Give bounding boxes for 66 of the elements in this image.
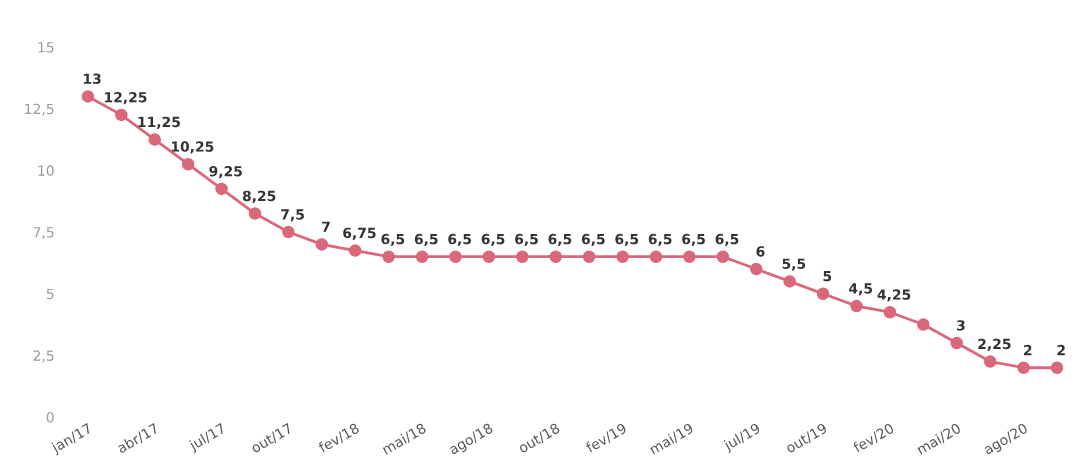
data-label: 6,5 [481,233,505,247]
y-tick-label: 10 [38,165,54,176]
point [81,90,95,103]
point [850,299,863,313]
data-label: 6,5 [515,233,538,247]
data-label: 6,75 [343,227,376,240]
data-label: 6 [756,246,765,257]
y-tick-label: 15 [38,42,54,53]
point [783,275,796,288]
y-tick-label: 7,5 [33,227,54,239]
point [1050,361,1064,374]
data-label: 10,25 [171,141,214,154]
point [816,287,830,300]
point [616,250,629,263]
data-label: 13 [83,73,101,84]
data-label: 11,25 [138,116,180,129]
point [582,250,596,263]
point [315,238,329,251]
point [349,244,362,257]
y-tick-label: 2,5 [33,350,54,363]
data-label: 6,5 [381,233,405,247]
point [683,250,696,263]
data-label: 12,25 [105,91,147,105]
data-label: 4,5 [849,283,873,296]
point [181,157,195,171]
data-label: 9,25 [209,165,242,179]
data-label: 8,25 [242,190,276,203]
point [148,133,162,146]
point [482,250,496,263]
point [248,207,262,220]
point [516,250,529,263]
data-label: 6,5 [682,233,705,247]
point [1017,361,1030,374]
data-label: 6,5 [448,233,471,247]
data-label: 2 [1024,344,1032,356]
point [282,225,295,239]
data-label: 3 [957,320,965,331]
point [750,262,763,276]
point [716,250,730,263]
point [950,336,964,350]
y-tick-label: 5 [46,288,54,300]
data-label: 5 [823,271,832,282]
point [983,355,997,368]
data-label: 5,5 [782,258,806,271]
data-label: 6,5 [581,233,605,247]
point [549,250,563,263]
data-label: 6,5 [548,233,572,247]
data-label: 7,5 [281,209,304,222]
data-label: 6,5 [648,233,672,247]
data-label: 7 [322,221,330,232]
data-label: 6,5 [615,233,639,247]
data-label: 2,25 [978,338,1011,351]
y-tick-label: 12,5 [25,103,54,116]
point [115,108,128,122]
point [382,250,395,263]
data-label: 6,5 [715,233,739,247]
data-label: 4,25 [877,289,911,302]
data-label: 6,5 [414,233,438,247]
point [917,318,930,331]
data-label: 2 [1057,344,1065,356]
point [883,305,897,319]
point [649,250,663,263]
y-tick-label: 0 [46,412,54,423]
point [449,250,462,263]
point [415,250,429,263]
point [215,182,228,196]
